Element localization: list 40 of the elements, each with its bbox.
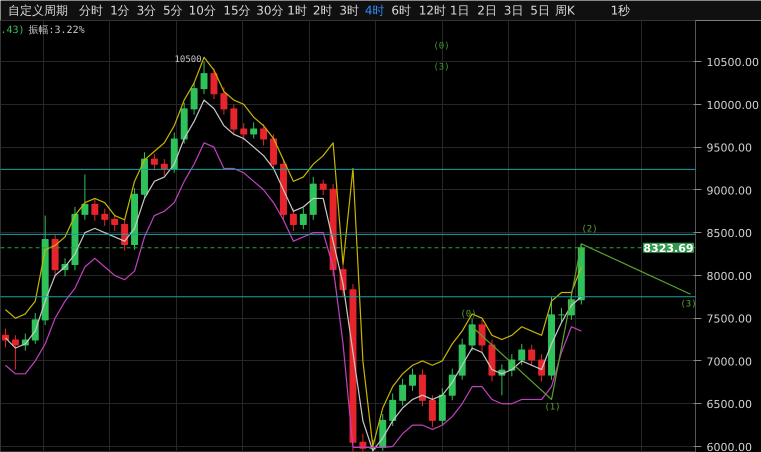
- text: 5日: [530, 4, 550, 18]
- text: 3日: [504, 4, 524, 18]
- text: 4时: [364, 4, 385, 18]
- y-tick-label: 7000.00: [706, 355, 752, 368]
- y-tick-label: 6500.00: [706, 398, 752, 412]
- text: 1秒: [610, 4, 630, 18]
- y-tick-label: 8500.00: [706, 227, 752, 240]
- text: 1日: [450, 4, 470, 18]
- annotation: (0): [433, 42, 450, 52]
- annotation: (3): [433, 62, 450, 72]
- annotation: 振幅:3.22%: [28, 24, 85, 36]
- y-tick-label: 6000.00: [706, 441, 752, 452]
- annotation: .43): [0, 25, 25, 36]
- y-tick-label: 10000.00: [706, 98, 759, 112]
- annotation: 10500: [174, 55, 202, 65]
- text: 15分: [223, 4, 251, 18]
- annotation: (1): [544, 402, 561, 412]
- y-tick-label: 8000.00: [706, 270, 752, 283]
- annotation: (0): [460, 310, 477, 320]
- y-tick-label: 9000.00: [706, 184, 752, 198]
- annotation: (2): [581, 224, 598, 234]
- text: 5分: [163, 4, 183, 18]
- text: 2时: [312, 4, 332, 18]
- text: 12时: [418, 4, 446, 18]
- ref-line-label: 8323.69: [643, 242, 694, 256]
- text: 周K: [554, 4, 576, 18]
- text: 1时: [287, 4, 307, 18]
- text: 6时: [391, 4, 412, 18]
- text: 1分: [110, 4, 130, 18]
- text: 30分: [256, 4, 284, 18]
- annotation: (3): [680, 300, 697, 310]
- y-tick-label: 9500.00: [706, 142, 752, 155]
- text: 2日: [477, 4, 497, 18]
- text: 10分: [188, 4, 216, 18]
- text: 3时: [339, 4, 359, 18]
- y-tick-label: 7500.00: [706, 312, 752, 326]
- text: 3分: [136, 4, 156, 18]
- text: 自定义周期: [8, 4, 68, 18]
- y-tick-label: 10500.00: [706, 56, 759, 70]
- text: 分时: [79, 4, 104, 18]
